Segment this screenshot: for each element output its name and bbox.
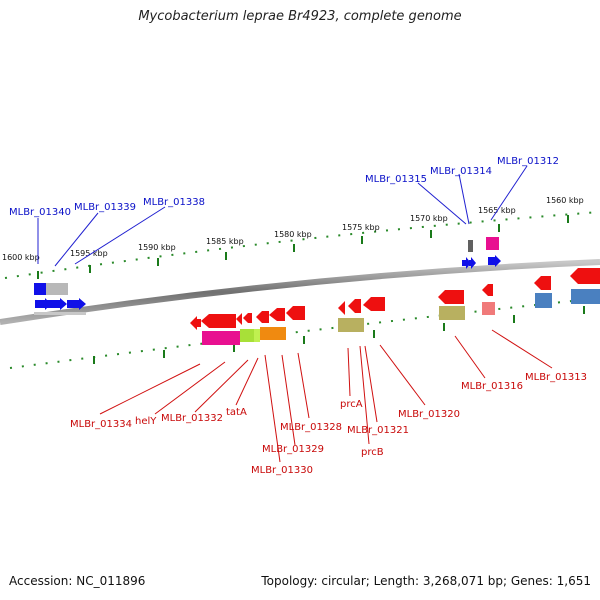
map-title: Mycobacterium leprae Br4923, complete ge… — [138, 9, 462, 24]
gene-arrow — [570, 268, 600, 284]
gene-label: MLBr_01334 — [70, 419, 132, 430]
gene-box — [34, 283, 46, 295]
scale-tick-label: 1595 kbp — [70, 249, 108, 258]
gene-arrow — [363, 297, 385, 311]
scale-tick-label: 1585 kbp — [206, 237, 244, 246]
gene-arrow — [469, 257, 476, 269]
gene-box — [486, 237, 499, 250]
genome-backbone — [0, 259, 600, 325]
gene-arrow — [190, 316, 201, 330]
far-right-gene-cluster — [534, 268, 600, 308]
gene-label: MLBr_01320 — [398, 409, 460, 420]
gene-arrow — [256, 311, 269, 323]
scale-tick-label: 1570 kbp — [410, 214, 448, 223]
gene-label: MLBr_01330 — [251, 465, 313, 476]
gene-arrow — [201, 314, 236, 328]
gene-label: MLBr_01316 — [461, 381, 523, 392]
gene-arrow — [482, 284, 493, 296]
gene-arrow — [236, 313, 242, 325]
gene-arrow — [243, 313, 252, 323]
gene-arrow — [488, 255, 501, 267]
gene-label: MLBr_01328 — [280, 422, 342, 433]
scale-tick-label: 1590 kbp — [138, 243, 176, 252]
gene-label: MLBr_01315 — [365, 174, 427, 185]
gene-arrow — [338, 301, 345, 315]
gene-arrow — [348, 299, 361, 313]
gene-arrow — [269, 308, 285, 321]
gene-box — [439, 306, 465, 320]
prc-gene-cluster — [338, 297, 385, 332]
gene-label: MLBr_01338 — [143, 197, 205, 208]
upper-label-connectors — [37, 165, 528, 267]
scale-tick-label: 1580 kbp — [274, 230, 312, 239]
gene-box — [338, 318, 364, 332]
gene-label: MLBr_01312 — [497, 156, 559, 167]
gene-label: tatA — [226, 407, 247, 418]
accession-text: Accession: NC_011896 — [9, 574, 146, 588]
gene-box — [34, 312, 86, 315]
upper-left-gene-cluster — [34, 283, 86, 315]
gene-label: prcA — [340, 399, 363, 410]
gene-box — [240, 329, 254, 342]
gene-box — [482, 302, 495, 315]
gene-arrow — [67, 298, 86, 310]
gene-label: MLBr_01339 — [74, 202, 136, 213]
gene-box — [571, 289, 600, 304]
topology-text: Topology: circular; Length: 3,268,071 bp… — [261, 574, 591, 588]
gene-box — [202, 331, 240, 345]
gene-label: MLBr_01340 — [9, 207, 71, 218]
gene-arrow — [46, 298, 67, 310]
gene-box — [254, 329, 260, 342]
gene-label: MLBr_01314 — [430, 166, 492, 177]
gene-label: MLBr_01332 — [161, 413, 223, 424]
scale-tick-label: 1575 kbp — [342, 223, 380, 232]
lower-label-connectors — [99, 329, 553, 463]
upper-major-ticks — [37, 215, 569, 279]
gene-arrow — [286, 306, 305, 320]
gene-label: prcB — [361, 447, 384, 458]
gene-box — [260, 327, 286, 340]
scale-tick-label: 1600 kbp — [2, 253, 40, 262]
gene-label: MLBr_01313 — [525, 372, 587, 383]
gene-label: MLBr_01321 — [347, 425, 409, 436]
lower-major-ticks — [93, 306, 585, 364]
gene-box — [46, 283, 68, 295]
gene-arrow — [438, 290, 464, 304]
gene-label: MLBr_01329 — [262, 444, 324, 455]
gene-arrow — [534, 276, 551, 290]
middle-reverse-gene-cluster — [190, 306, 305, 345]
gene-label: helY — [135, 416, 157, 427]
right-gene-cluster — [438, 237, 501, 320]
gene-box — [468, 240, 473, 252]
gene-arrow — [462, 257, 471, 269]
scale-tick-label: 1560 kbp — [546, 196, 584, 205]
gene-box — [535, 293, 552, 308]
